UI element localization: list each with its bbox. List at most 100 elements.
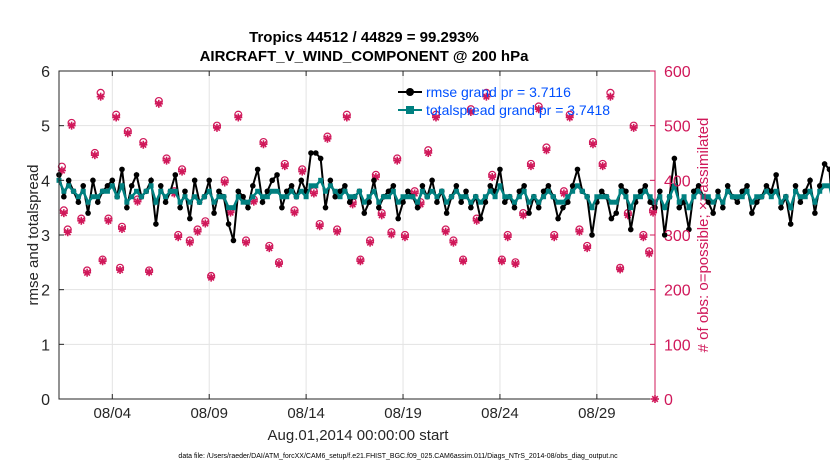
- spread-point: [763, 188, 769, 194]
- y2-tick-label: 400: [664, 173, 691, 190]
- obs-assimilated-point: [212, 123, 221, 132]
- obs-assimilated-point: [315, 222, 324, 231]
- rmse-point: [598, 188, 605, 195]
- x-tick-label: 08/24: [481, 405, 519, 422]
- rmse-point: [225, 221, 232, 227]
- rmse-point: [501, 199, 508, 205]
- spread-point: [444, 199, 450, 205]
- rmse-point: [802, 188, 809, 195]
- spread-point: [749, 199, 755, 205]
- spread-point: [226, 205, 232, 211]
- spread-point: [405, 194, 411, 200]
- obs-assimilated-point: [104, 216, 113, 225]
- obs-assimilated-point: [77, 216, 86, 225]
- spread-point: [759, 194, 765, 200]
- spread-point: [429, 188, 435, 194]
- rmse-point: [177, 204, 183, 211]
- spread-point: [657, 194, 663, 200]
- spread-point: [720, 199, 726, 205]
- spread-point: [793, 188, 799, 194]
- obs-assimilated-point: [280, 162, 289, 171]
- rmse-point: [724, 183, 731, 189]
- legend-rmse-label: rmse grand pr = 3.7116: [426, 84, 571, 100]
- rmse-point: [676, 204, 683, 211]
- spread-point: [260, 194, 266, 200]
- spread-point: [691, 194, 697, 200]
- rmse-point: [657, 188, 663, 195]
- y2-tick-label: 200: [664, 283, 691, 300]
- rmse-point: [627, 226, 634, 233]
- rmse-point: [259, 199, 266, 205]
- spread-point: [541, 194, 547, 200]
- spread-point: [478, 199, 484, 205]
- obs-assimilated-point: [234, 113, 243, 122]
- spread-point: [352, 194, 358, 200]
- rmse-point: [671, 155, 678, 162]
- obs-assimilated-point: [323, 134, 332, 143]
- rmse-point: [419, 183, 426, 189]
- spread-point: [400, 194, 406, 200]
- spread-point: [826, 183, 830, 189]
- y-tick-label: 5: [41, 119, 50, 136]
- spread-point: [812, 199, 818, 205]
- x-tick-label: 08/09: [190, 405, 228, 422]
- rmse-point: [715, 188, 721, 195]
- spread-point: [463, 194, 469, 200]
- spread-point: [662, 205, 668, 211]
- obs-assimilated-point: [366, 238, 375, 247]
- spread-point: [104, 188, 110, 194]
- rmse-point: [279, 204, 285, 211]
- rmse-point: [254, 166, 261, 173]
- spread-point: [66, 183, 72, 189]
- rmse-point: [608, 215, 615, 222]
- rmse-point: [773, 172, 779, 178]
- spread-point: [594, 194, 600, 200]
- rmse-point: [468, 204, 474, 211]
- spread-point: [482, 194, 488, 200]
- rmse-point: [443, 210, 450, 216]
- obs-assimilated-point: [117, 224, 126, 233]
- spread-point: [676, 199, 682, 205]
- spread-point: [734, 194, 740, 200]
- rmse-point: [128, 183, 135, 189]
- rmse-point: [133, 172, 140, 178]
- rmse-point: [637, 188, 644, 195]
- spread-point: [502, 194, 508, 200]
- rmse-point: [400, 199, 406, 205]
- rmse-point: [235, 188, 242, 195]
- obs-assimilated-point: [503, 233, 512, 242]
- x-tick-label: 08/19: [384, 405, 422, 422]
- obs-assimilated-point: [449, 238, 458, 247]
- spread-point: [100, 188, 106, 194]
- rmse-point: [763, 183, 770, 189]
- spread-point: [172, 188, 178, 194]
- obs-assimilated-point: [116, 265, 125, 274]
- legend-spread-label: totalspread grand pr = 3.7418: [426, 102, 610, 118]
- obs-assimilated-point: [482, 92, 491, 101]
- spread-point: [415, 199, 421, 205]
- obs-assimilated-point: [220, 178, 229, 187]
- spread-point: [822, 183, 828, 189]
- spread-point: [565, 194, 571, 200]
- rmse-point: [792, 183, 799, 189]
- spread-point: [182, 194, 188, 200]
- spread-point: [667, 194, 673, 200]
- rmse-point: [560, 204, 566, 211]
- rmse-point: [753, 199, 760, 205]
- obs-assimilated-point: [133, 197, 142, 206]
- rmse-point: [148, 177, 154, 184]
- spread-point: [589, 205, 595, 211]
- rmse-point: [812, 210, 818, 216]
- rmse-point: [288, 183, 295, 189]
- spread-point: [497, 183, 503, 189]
- spread-point: [395, 199, 401, 205]
- spread-point: [574, 183, 580, 189]
- rmse-point: [826, 166, 830, 173]
- obs-assimilated-point: [497, 257, 506, 266]
- obs-assimilated-point: [112, 113, 121, 122]
- spread-point: [313, 183, 319, 189]
- spread-point: [570, 188, 576, 194]
- rmse-point: [618, 183, 624, 189]
- spread-point: [206, 188, 212, 194]
